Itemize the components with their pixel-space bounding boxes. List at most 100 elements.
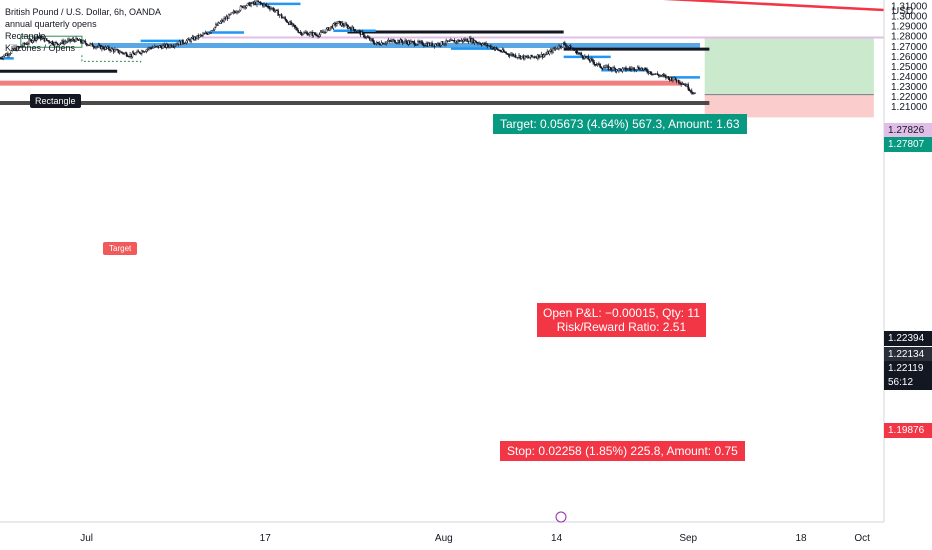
candle-body [307, 34, 310, 36]
candle-body [587, 56, 590, 60]
candle-body [391, 40, 393, 42]
chart-legend: British Pound / U.S. Dollar, 6h, OANDA a… [5, 6, 161, 54]
candle-body [229, 13, 231, 16]
pnl-label[interactable]: Open P&L: −0.00015, Qty: 11 Risk/Reward … [537, 303, 706, 337]
candle-body [265, 4, 268, 7]
candle-body [642, 68, 645, 71]
candle-body [609, 66, 612, 70]
candle-body [209, 31, 211, 34]
candle-body [69, 38, 71, 42]
candle-body [211, 30, 214, 32]
candle-body [393, 39, 396, 43]
candle-body [378, 42, 380, 45]
x-tick-label: Aug [435, 533, 453, 544]
candle-body [626, 69, 628, 71]
candle-body [410, 41, 412, 44]
candle-body [646, 69, 648, 73]
candle-body [67, 39, 69, 43]
candle-body [633, 67, 635, 71]
x-tick-label: 14 [551, 533, 563, 544]
candle-body [198, 35, 201, 38]
candle-body [118, 52, 121, 54]
candle-body [492, 46, 494, 50]
candle-body [565, 44, 567, 47]
y-tick-label: 1.23000 [891, 82, 928, 93]
y-tick-label: 1.22000 [891, 92, 928, 103]
price-tag: 1.22134 [884, 347, 932, 362]
indicator-label[interactable]: annual quarterly opens [5, 19, 97, 29]
rectangle-annotation[interactable]: Rectangle [30, 94, 81, 108]
countdown-tag: 56:12 [884, 375, 932, 390]
currency-label[interactable]: USD [892, 6, 914, 17]
candle-body [678, 79, 680, 83]
candle-body [564, 42, 566, 46]
candle-body [9, 53, 12, 55]
candle-body [621, 68, 624, 72]
candle-body [499, 49, 502, 52]
candle-body [292, 23, 295, 26]
candle-body [438, 43, 440, 46]
candle-body [539, 56, 541, 58]
candle-body [302, 33, 304, 35]
candle-body [54, 42, 56, 46]
candle-body [91, 43, 94, 47]
candle-body [363, 33, 365, 38]
candle-body [569, 45, 572, 50]
candle-body [273, 10, 276, 12]
candle-body [166, 44, 169, 47]
candle-body [114, 49, 116, 52]
candle-body [246, 3, 249, 6]
candle-body [631, 67, 633, 70]
candle-body [580, 52, 583, 56]
candle-body [381, 42, 384, 45]
candle-body [403, 41, 405, 44]
candle-body [417, 41, 419, 45]
price-tag: 1.22119 [884, 361, 932, 376]
candle-body [497, 48, 499, 51]
candle-body [146, 48, 149, 50]
candle-body [41, 37, 43, 40]
candle-body [152, 47, 155, 49]
x-tick-label: Sep [679, 533, 697, 544]
candle-body [424, 45, 426, 47]
candle-body [361, 31, 364, 34]
candle-body [373, 42, 376, 45]
target-annotation[interactable]: Target [103, 242, 138, 255]
target-label[interactable]: Target: 0.05673 (4.64%) 567.3, Amount: 1… [493, 114, 747, 134]
candle-body [386, 41, 389, 43]
candle-body [319, 31, 322, 35]
red-trendline [663, 0, 885, 12]
indicator-label[interactable]: Rectangle [5, 31, 46, 41]
stop-label[interactable]: Stop: 0.02258 (1.85%) 225.8, Amount: 0.7… [500, 441, 745, 461]
candle-body [687, 84, 690, 90]
candle-body [22, 42, 24, 47]
candle-body [245, 5, 248, 8]
position-tool[interactable] [20, 35, 874, 118]
candle-body [128, 56, 130, 58]
candle-body [121, 51, 123, 53]
candle-body [84, 41, 87, 44]
candle-body [27, 42, 29, 45]
candle-body [593, 62, 596, 65]
candle-body [21, 45, 23, 48]
candle-body [138, 51, 141, 54]
y-tick-label: 1.25000 [891, 62, 928, 73]
candle-body [575, 49, 578, 55]
candle-body [618, 68, 620, 72]
candle-body [238, 10, 241, 12]
candle-body [531, 54, 533, 57]
candle-body [481, 43, 484, 46]
y-tick-label: 1.24000 [891, 72, 928, 83]
candle-body [276, 9, 278, 11]
candle-body [431, 42, 433, 47]
candle-body [72, 39, 75, 41]
candle-body [400, 39, 403, 42]
candle-body [509, 54, 512, 57]
candle-body [443, 44, 445, 46]
candle-body [16, 46, 19, 51]
indicator-label[interactable]: Killzones / Opens [5, 43, 76, 53]
candle-body [237, 11, 239, 13]
candle-body [682, 83, 685, 85]
candle-body [318, 34, 321, 37]
